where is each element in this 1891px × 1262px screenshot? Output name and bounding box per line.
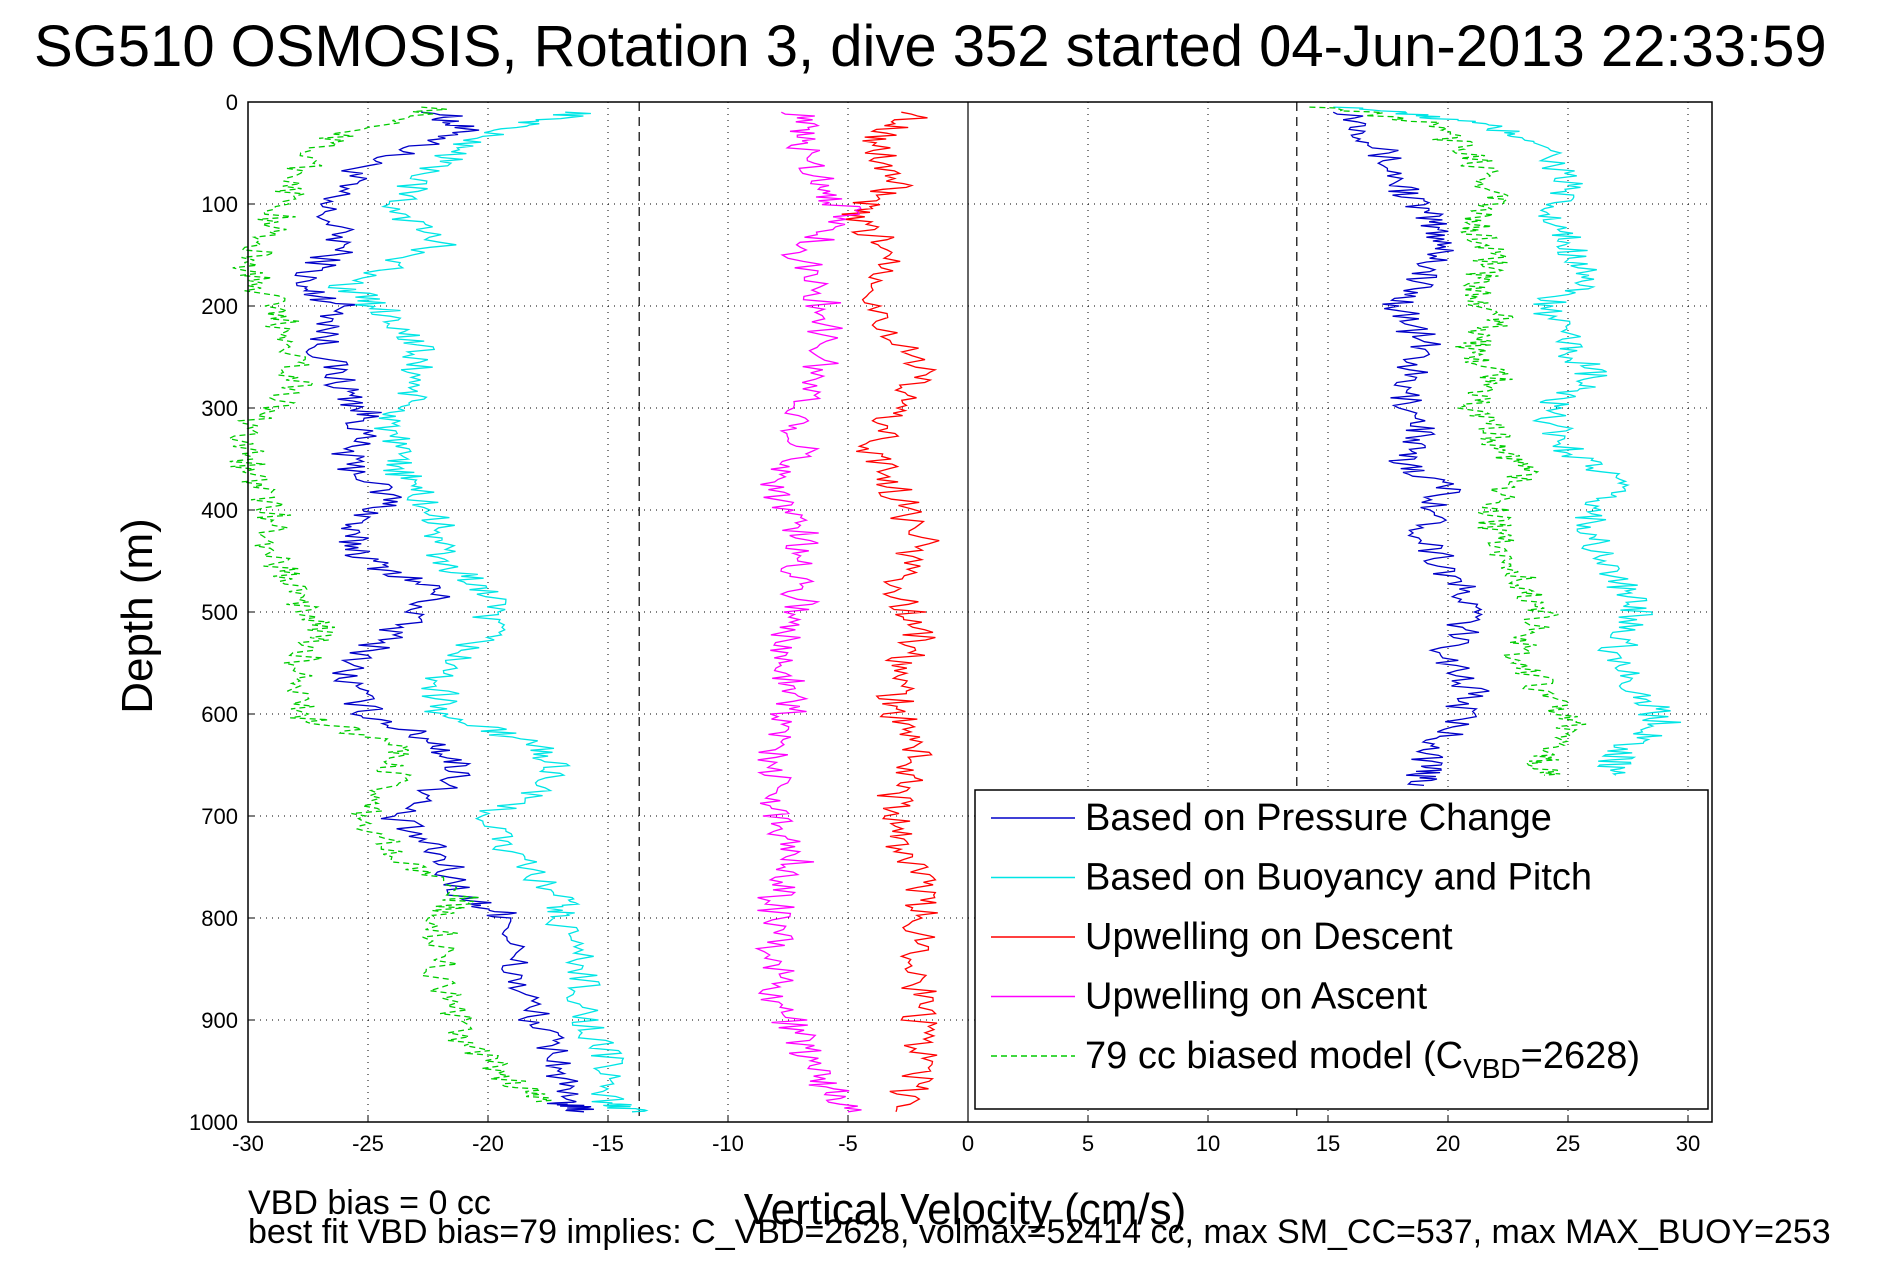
legend-label: Upwelling on Descent [1085, 916, 1453, 958]
x-tick-label: -25 [352, 1131, 384, 1156]
series-line-buoyancy_ascent [1333, 106, 1682, 776]
x-tick-label: -5 [838, 1131, 858, 1156]
footer-line-1: VBD bias = 0 cc [248, 1184, 491, 1222]
x-tick-label: 0 [962, 1131, 974, 1156]
legend: Based on Pressure Change Based on Buoyanc… [974, 789, 1709, 1110]
series-line-pressure_ascent [1332, 111, 1490, 787]
legend-label: Based on Pressure Change [1085, 797, 1552, 839]
x-tick-label: 5 [1082, 1131, 1094, 1156]
y-tick-label: 0 [226, 90, 238, 115]
legend-label: Based on Buoyancy and Pitch [1085, 857, 1592, 899]
y-tick-label: 600 [201, 702, 238, 727]
x-tick-label: 20 [1436, 1131, 1460, 1156]
footer-line-2: best fit VBD bias=79 implies: C_VBD=2628… [248, 1213, 1831, 1251]
series-line-upwell_ascent [754, 111, 862, 1113]
y-tick-label: 200 [201, 294, 238, 319]
y-tick-label: 900 [201, 1008, 238, 1033]
series-line-buoyancy_descent [327, 111, 649, 1113]
series-group [227, 106, 1682, 1113]
legend-label: 79 cc biased model (CVBD=2628) [1085, 1035, 1640, 1084]
x-axis-label: Vertical Velocity (cm/s) [744, 1185, 1187, 1234]
y-tick-label: 800 [201, 906, 238, 931]
x-tick-label: 25 [1556, 1131, 1580, 1156]
x-tick-label: 10 [1196, 1131, 1220, 1156]
x-tick-label: -20 [472, 1131, 504, 1156]
reference-lines [638, 102, 1298, 1122]
y-tick-label: 100 [201, 192, 238, 217]
x-tick-label: -30 [232, 1131, 264, 1156]
y-tick-label: 1000 [189, 1110, 238, 1135]
y-tick-label: 300 [201, 396, 238, 421]
y-tick-label: 700 [201, 804, 238, 829]
series-line-model_descent [227, 106, 552, 1103]
series-line-model_ascent [1309, 106, 1587, 776]
plot-frame [247, 101, 1713, 1123]
x-tick-label: 15 [1316, 1131, 1340, 1156]
y-tick-label: 500 [201, 600, 238, 625]
series-line-pressure_descent [294, 111, 594, 1113]
x-tick-label: -15 [592, 1131, 624, 1156]
legend-label: Upwelling on Ascent [1085, 976, 1428, 1018]
series-line-upwell_descent [841, 111, 940, 1112]
y-axis-label: Depth (m) [113, 518, 162, 714]
chart-title: SG510 OSMOSIS, Rotation 3, dive 352 star… [34, 14, 1827, 79]
legend-box [974, 789, 1709, 1110]
x-tick-label: -10 [712, 1131, 744, 1156]
x-tick-labels: -30 -25 -20 -15 -10 -5 0 5 10 15 20 25 30 [232, 1131, 1700, 1156]
y-tick-labels: 0 100 200 300 400 500 600 700 800 900 1000 [189, 90, 238, 1135]
x-tick-label: 30 [1676, 1131, 1700, 1156]
y-tick-label: 400 [201, 498, 238, 523]
